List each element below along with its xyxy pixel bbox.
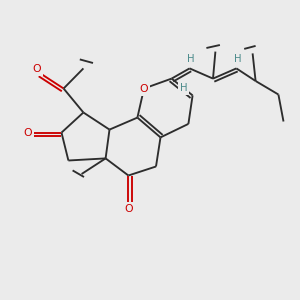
Text: H: H (234, 54, 242, 64)
Text: H: H (180, 83, 187, 93)
Text: O: O (124, 204, 133, 214)
Text: O: O (33, 64, 41, 74)
Text: O: O (140, 83, 148, 94)
Text: O: O (23, 128, 32, 138)
Text: H: H (187, 54, 195, 64)
